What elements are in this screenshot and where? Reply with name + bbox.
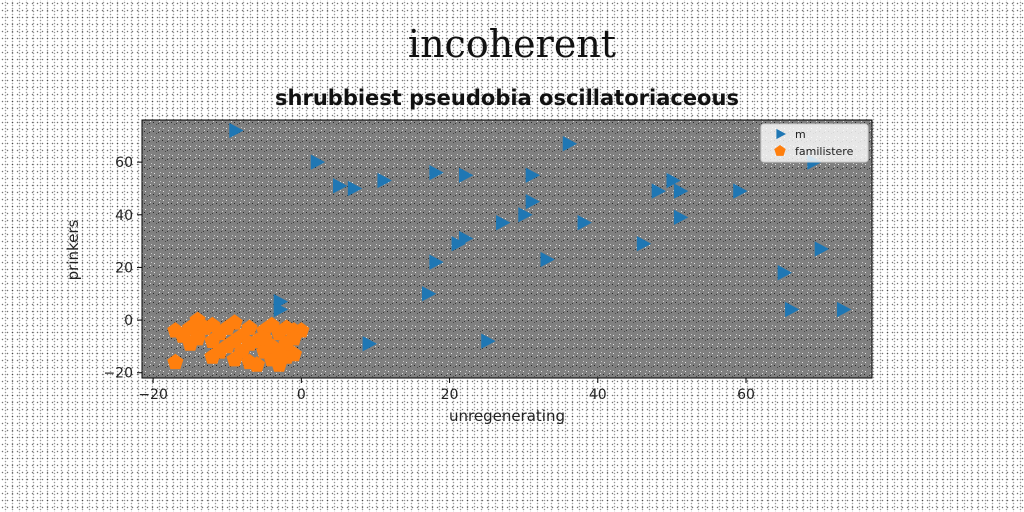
data-point-m-25 <box>777 265 793 281</box>
data-point-m-1 <box>310 154 326 170</box>
data-point-familistere-40 <box>285 330 302 346</box>
y-tick-label-40: 40 <box>115 208 133 224</box>
data-point-m-2 <box>332 178 348 194</box>
data-point-m-10 <box>673 183 689 199</box>
x-axis-label: unregenerating <box>448 407 565 425</box>
data-point-m-32 <box>481 333 496 349</box>
data-point-m-31 <box>362 336 378 352</box>
data-point-m-20 <box>451 236 466 252</box>
x-tick-label--20: −20 <box>138 387 168 403</box>
data-point-m-29 <box>785 301 800 318</box>
data-point-familistere-32 <box>241 335 258 351</box>
legend-marker-familistere <box>774 145 786 156</box>
data-point-familistere-38 <box>226 332 243 348</box>
data-point-m-4 <box>377 172 392 189</box>
y-tick-label-0: 0 <box>124 313 133 329</box>
data-point-m-0 <box>229 122 244 139</box>
data-point-m-8 <box>562 136 578 152</box>
data-point-m-11 <box>651 183 667 199</box>
data-point-m-9 <box>666 172 681 189</box>
data-point-familistere-25 <box>248 356 265 372</box>
data-point-m-5 <box>429 165 444 181</box>
data-point-familistere-9 <box>226 314 243 330</box>
y-tick-label-20: 20 <box>115 260 133 276</box>
legend-box <box>760 123 869 163</box>
data-point-m-14 <box>525 193 541 210</box>
x-tick-label-0: 0 <box>297 387 306 403</box>
data-point-m-30 <box>836 301 852 318</box>
axes-frame <box>141 119 873 379</box>
data-point-familistere-35 <box>256 330 273 346</box>
data-point-familistere-39 <box>271 343 288 359</box>
data-point-m-26 <box>421 286 437 302</box>
data-point-m-3 <box>347 180 363 197</box>
data-point-familistere-41 <box>189 330 206 346</box>
data-point-m-22 <box>814 241 830 257</box>
legend-marker-m <box>776 128 786 140</box>
chart-title: shrubbiest pseudobia oscillatoriaceous <box>275 86 739 110</box>
data-point-m-23 <box>429 254 444 270</box>
legend-label-m: m <box>795 128 806 141</box>
data-point-m-24 <box>540 251 555 268</box>
data-point-familistere-33 <box>204 332 221 348</box>
x-tick-label-40: 40 <box>589 387 607 403</box>
legend-label-familistere: familistere <box>795 145 854 158</box>
data-point-familistere-37 <box>211 343 228 359</box>
data-point-m-28 <box>273 301 289 318</box>
y-tick-label--20: −20 <box>103 366 133 382</box>
data-point-m-6 <box>458 167 474 183</box>
data-point-familistere-19 <box>167 353 184 370</box>
data-point-familistere-5 <box>189 311 206 327</box>
data-point-m-21 <box>636 236 652 252</box>
data-point-m-17 <box>577 215 592 231</box>
y-axis-label: prinkers <box>64 219 82 281</box>
data-point-m-18 <box>673 209 689 226</box>
x-tick-label-60: 60 <box>737 387 755 403</box>
data-point-m-7 <box>525 167 541 183</box>
data-point-m-15 <box>518 207 533 223</box>
data-point-m-12 <box>733 183 748 199</box>
data-point-m-16 <box>496 215 511 231</box>
y-tick-label-60: 60 <box>115 155 133 171</box>
data-point-familistere-11 <box>241 319 258 335</box>
figure-suptitle: incoherent <box>407 22 617 66</box>
x-tick-label-20: 20 <box>441 387 459 403</box>
